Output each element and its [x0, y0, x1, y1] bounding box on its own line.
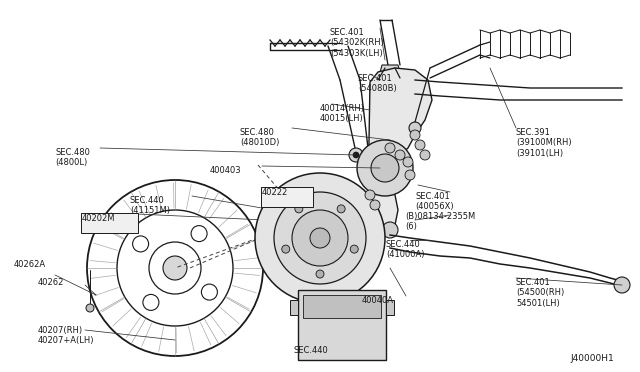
Text: SEC.401
(54500(RH)
54501(LH): SEC.401 (54500(RH) 54501(LH) [516, 278, 564, 308]
Circle shape [282, 202, 358, 278]
Circle shape [405, 170, 415, 180]
Polygon shape [298, 290, 386, 360]
Circle shape [300, 220, 340, 260]
Circle shape [395, 150, 405, 160]
Circle shape [310, 228, 330, 248]
Circle shape [337, 205, 345, 213]
Text: SEC.440: SEC.440 [294, 346, 329, 355]
Text: 40207(RH)
40207+A(LH): 40207(RH) 40207+A(LH) [38, 326, 95, 345]
Text: SEC.401
(40056X): SEC.401 (40056X) [415, 192, 454, 211]
Text: J40000H1: J40000H1 [570, 354, 614, 363]
Circle shape [614, 277, 630, 293]
Circle shape [324, 206, 334, 217]
Polygon shape [386, 300, 394, 315]
Circle shape [403, 157, 413, 167]
Circle shape [349, 148, 363, 162]
Circle shape [312, 232, 328, 248]
Circle shape [274, 192, 366, 284]
Text: 40262: 40262 [38, 278, 65, 287]
Polygon shape [290, 300, 298, 315]
Text: SEC.480
(48010D): SEC.480 (48010D) [240, 128, 280, 147]
Text: SEC.401
(54302K(RH)
(54303K(LH): SEC.401 (54302K(RH) (54303K(LH) [330, 28, 384, 58]
Circle shape [385, 143, 395, 153]
Text: 40222: 40222 [262, 188, 288, 197]
Circle shape [86, 304, 94, 312]
Circle shape [291, 217, 301, 227]
Circle shape [409, 122, 421, 134]
Circle shape [324, 263, 334, 273]
Text: SEC.401
(54080B): SEC.401 (54080B) [358, 74, 397, 93]
Text: 400403: 400403 [210, 166, 242, 175]
FancyBboxPatch shape [261, 187, 313, 207]
Circle shape [316, 270, 324, 278]
Circle shape [255, 173, 385, 303]
Circle shape [410, 130, 420, 140]
Circle shape [420, 150, 430, 160]
Polygon shape [303, 295, 381, 318]
Text: 40040A: 40040A [362, 296, 394, 305]
Circle shape [370, 200, 380, 210]
Text: 40202M: 40202M [82, 214, 115, 223]
Text: SEC.440
(41000A): SEC.440 (41000A) [386, 240, 424, 259]
Circle shape [163, 256, 187, 280]
Circle shape [282, 245, 290, 253]
Circle shape [292, 210, 348, 266]
Text: 40262A: 40262A [14, 260, 46, 269]
Polygon shape [378, 65, 402, 80]
FancyBboxPatch shape [81, 213, 138, 233]
Text: (B)08134-2355M
(6): (B)08134-2355M (6) [405, 212, 476, 231]
Circle shape [353, 152, 359, 158]
Text: SEC.440
(41151M): SEC.440 (41151M) [130, 196, 170, 215]
Polygon shape [368, 68, 432, 230]
Circle shape [295, 205, 303, 213]
Text: 40014(RH)
40015(LH): 40014(RH) 40015(LH) [320, 104, 365, 124]
Text: SEC.480
(4800L): SEC.480 (4800L) [55, 148, 90, 167]
Circle shape [345, 235, 355, 245]
Circle shape [291, 253, 301, 263]
Circle shape [265, 185, 375, 295]
Circle shape [415, 140, 425, 150]
Circle shape [365, 190, 375, 200]
Circle shape [371, 154, 399, 182]
Circle shape [350, 245, 358, 253]
Circle shape [382, 222, 398, 238]
Circle shape [357, 140, 413, 196]
Text: SEC.391
(39100M(RH)
(39101(LH): SEC.391 (39100M(RH) (39101(LH) [516, 128, 572, 158]
